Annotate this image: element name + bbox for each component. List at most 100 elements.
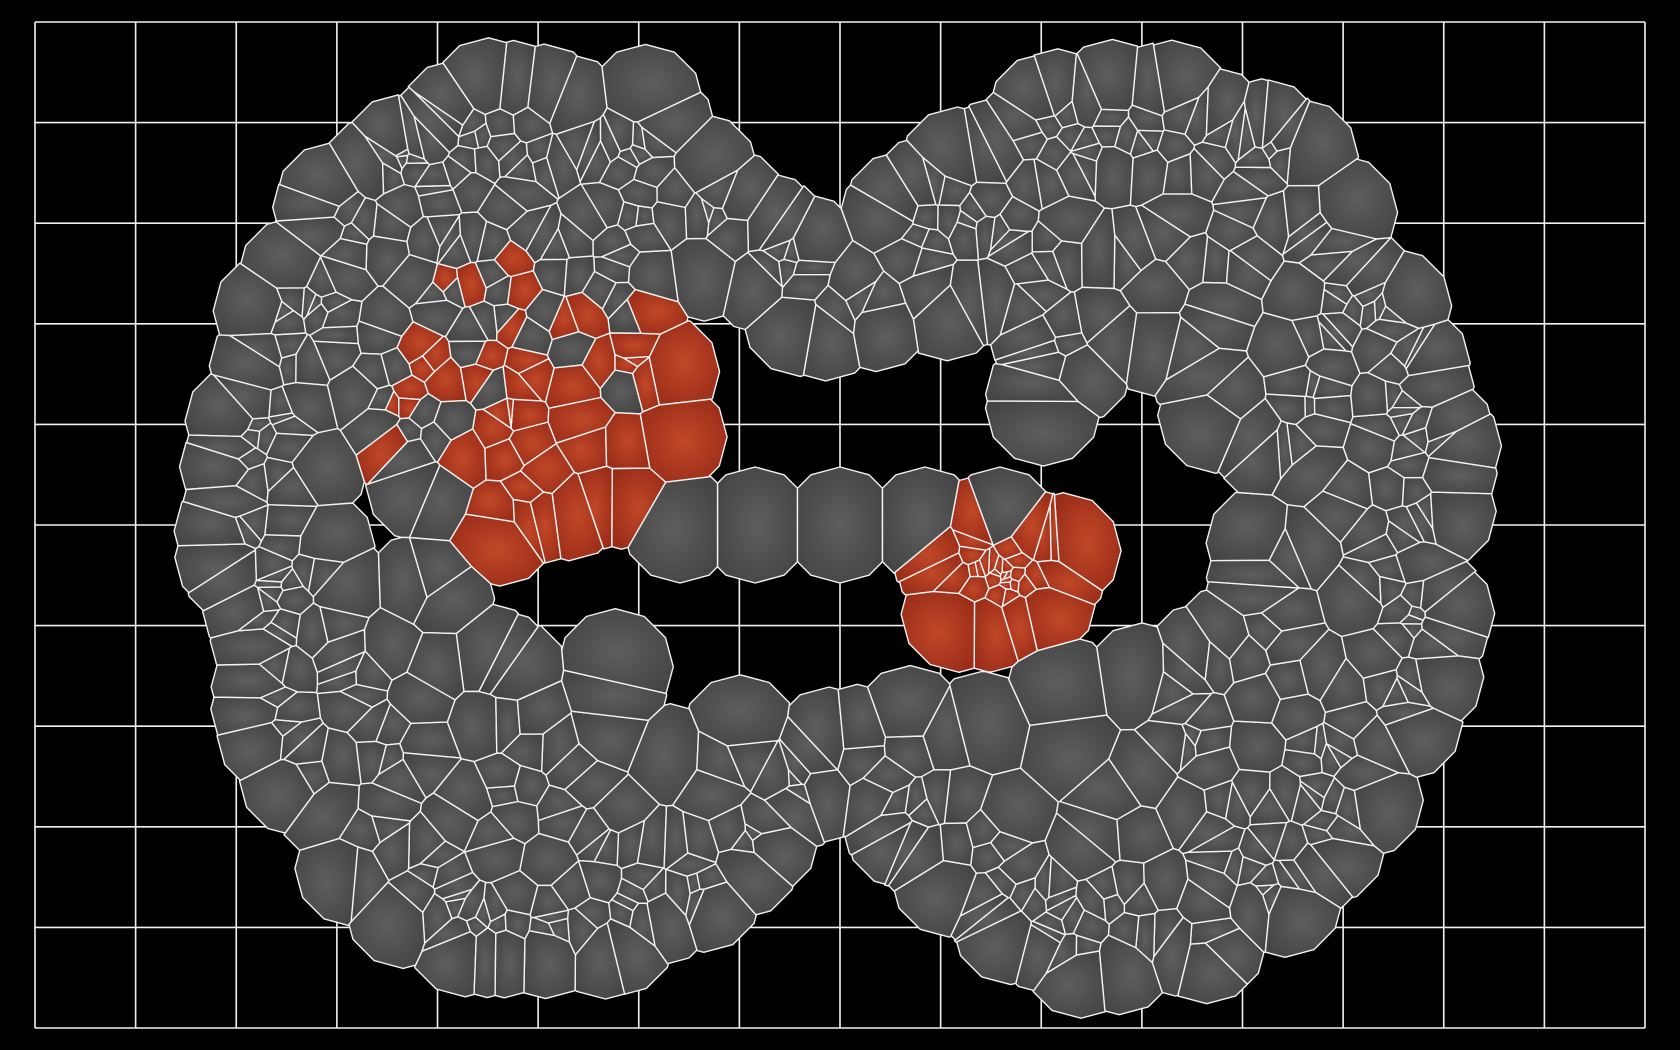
mesh-cell[interactable]	[1273, 820, 1309, 862]
mesh-cell[interactable]	[629, 144, 654, 166]
mesh-cell[interactable]	[1367, 466, 1405, 512]
mesh-cell[interactable]	[1181, 722, 1202, 747]
mesh-cell[interactable]	[557, 212, 594, 259]
mesh-cell[interactable]	[495, 696, 521, 754]
selected-mesh-cell[interactable]	[517, 358, 555, 403]
mesh-cell[interactable]	[627, 475, 719, 584]
mesh-cell[interactable]	[984, 363, 1079, 403]
mesh-cell[interactable]	[695, 169, 739, 210]
mesh-cell[interactable]	[1189, 147, 1225, 203]
mesh-cell[interactable]	[253, 579, 283, 588]
mesh-cell[interactable]	[1284, 504, 1345, 592]
mesh-cell[interactable]	[1302, 809, 1339, 832]
mesh-cell[interactable]	[394, 148, 410, 158]
selected-mesh-cell[interactable]	[1024, 586, 1096, 652]
mesh-cell[interactable]	[837, 683, 887, 750]
selected-mesh-cell[interactable]	[472, 408, 515, 450]
mesh-cell[interactable]	[1075, 934, 1102, 956]
selected-mesh-cell[interactable]	[422, 335, 452, 373]
mesh-cell[interactable]	[1350, 371, 1389, 418]
mesh-cell[interactable]	[550, 860, 591, 911]
mesh-cell[interactable]	[636, 91, 714, 154]
mesh-cell[interactable]	[494, 929, 526, 999]
mesh-cell[interactable]	[272, 183, 340, 222]
mesh-cell[interactable]	[990, 314, 1057, 361]
mesh-cell[interactable]	[399, 721, 462, 759]
mesh-cell[interactable]	[796, 466, 884, 584]
mesh-cell[interactable]	[432, 851, 474, 890]
mesh-cell[interactable]	[516, 680, 572, 735]
mesh-cell[interactable]	[1151, 671, 1194, 715]
mesh-cell[interactable]	[1094, 145, 1134, 210]
mesh-cell[interactable]	[400, 162, 431, 188]
selected-mesh-cell[interactable]	[952, 529, 994, 551]
mesh-cell[interactable]	[1421, 457, 1498, 495]
selected-mesh-cell[interactable]	[1004, 552, 1034, 569]
mesh-cell[interactable]	[705, 217, 750, 263]
mesh-cell[interactable]	[270, 608, 301, 639]
mesh-cell[interactable]	[319, 606, 370, 643]
mesh-cell[interactable]	[240, 221, 322, 289]
mesh-cell[interactable]	[592, 773, 661, 834]
mesh-cell[interactable]	[1395, 656, 1423, 693]
mesh-cell[interactable]	[270, 310, 307, 336]
mesh-cell[interactable]	[1234, 146, 1272, 169]
mesh-cell[interactable]	[1316, 564, 1384, 638]
mesh-cell[interactable]	[1184, 281, 1264, 328]
mesh-cell[interactable]	[1204, 641, 1235, 696]
mesh-cell[interactable]	[635, 205, 655, 227]
selected-mesh-cell[interactable]	[958, 575, 990, 603]
mesh-cell[interactable]	[414, 161, 452, 188]
mesh-cell[interactable]	[268, 385, 293, 418]
mesh-cell[interactable]	[969, 181, 1014, 219]
mesh-cell[interactable]	[987, 229, 1030, 258]
selected-mesh-cell[interactable]	[355, 423, 409, 486]
mesh-cell[interactable]	[1265, 622, 1330, 666]
mesh-cell[interactable]	[792, 259, 836, 276]
mesh-cell[interactable]	[842, 777, 894, 838]
mesh-cell[interactable]	[950, 893, 1009, 941]
mesh-cell[interactable]	[1205, 559, 1300, 589]
mesh-cell[interactable]	[1086, 305, 1138, 385]
mesh-cell[interactable]	[1177, 811, 1236, 855]
mesh-cell[interactable]	[484, 108, 516, 138]
selected-mesh-cell[interactable]	[626, 288, 689, 335]
mesh-cell[interactable]	[1282, 184, 1321, 238]
mesh-cell[interactable]	[1156, 394, 1242, 474]
mesh-cell[interactable]	[419, 792, 479, 853]
mesh-cell[interactable]	[1353, 772, 1425, 854]
mesh-cell[interactable]	[1048, 856, 1079, 899]
mesh-cell[interactable]	[458, 107, 487, 138]
mesh-cell[interactable]	[1390, 326, 1425, 367]
mesh-cell[interactable]	[1381, 250, 1453, 329]
selected-mesh-cell[interactable]	[565, 291, 611, 340]
mesh-cell[interactable]	[785, 783, 811, 805]
selected-mesh-cell[interactable]	[493, 239, 536, 278]
mesh-cell[interactable]	[1270, 97, 1311, 152]
selected-mesh-cell[interactable]	[639, 398, 728, 483]
mesh-cell[interactable]	[1353, 281, 1387, 308]
mesh-cell[interactable]	[504, 909, 532, 940]
selected-mesh-cell[interactable]	[384, 390, 400, 417]
mesh-cell[interactable]	[1425, 388, 1491, 443]
mesh-cell[interactable]	[1401, 476, 1433, 508]
voronoi-mesh[interactable]	[173, 37, 1503, 1019]
mesh-cell[interactable]	[1261, 79, 1308, 149]
mesh-cell[interactable]	[1264, 885, 1342, 958]
selected-mesh-cell[interactable]	[455, 261, 487, 308]
mesh-cell[interactable]	[567, 807, 610, 856]
mesh-cell[interactable]	[185, 434, 257, 460]
mesh-cell[interactable]	[1076, 38, 1139, 112]
mesh-cell[interactable]	[922, 685, 971, 771]
mesh-cell[interactable]	[1385, 520, 1421, 554]
mesh-cell[interactable]	[707, 804, 746, 854]
mesh-cell[interactable]	[513, 764, 550, 807]
mesh-cell[interactable]	[750, 739, 790, 801]
mesh-cell[interactable]	[283, 781, 360, 851]
mesh-cell[interactable]	[938, 175, 973, 207]
mesh-cell[interactable]	[1405, 319, 1471, 377]
mesh-cell[interactable]	[1151, 916, 1193, 997]
mesh-cell[interactable]	[478, 613, 539, 695]
